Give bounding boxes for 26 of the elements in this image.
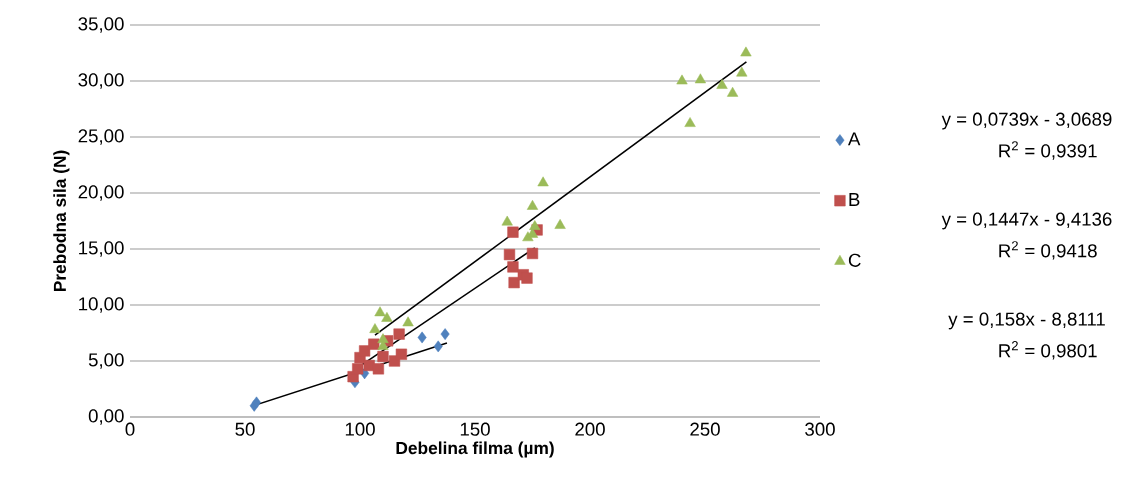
y-tick-label: 0,00 (88, 409, 124, 425)
legend-label: C (848, 253, 861, 267)
text: R$^{2}$ = 0,9801 (999, 341, 1097, 360)
x-tick-label: 100 (345, 422, 375, 436)
text: R$^{2}$ = 0,9391 (999, 141, 1097, 160)
text: R$^{2}$ = 0,9418 (999, 241, 1097, 260)
y-tick-label: 20,00 (78, 185, 124, 201)
y-tick-label: 15,00 (79, 241, 124, 257)
y-axis-title: Prebodna sila (N) (53, 150, 70, 292)
x-axis-title: Debelina filma (µm) (396, 441, 554, 458)
y-tick-label: 25,00 (78, 129, 124, 145)
text: y = 0,0739x - 3,0689 (941, 112, 1112, 130)
x-tick-label: 0 (125, 422, 135, 436)
x-tick-label: 150 (460, 422, 490, 436)
x-tick-label: 250 (690, 422, 720, 436)
y-tick-label: 35,00 (78, 17, 124, 33)
y-tick-label: 30,00 (78, 73, 124, 89)
x-tick-label: 50 (235, 422, 255, 436)
text: y = 0,1447x - 9,4136 (941, 212, 1112, 230)
x-tick-label: 300 (805, 422, 835, 436)
legend-label: B (849, 193, 860, 206)
y-tick-label: 10,00 (79, 297, 124, 313)
y-tick-label: 5,00 (88, 353, 124, 369)
legend-label: A (847, 132, 861, 146)
text: y = 0,158x - 8,8111 (948, 312, 1105, 330)
x-tick-label: 200 (575, 422, 605, 436)
